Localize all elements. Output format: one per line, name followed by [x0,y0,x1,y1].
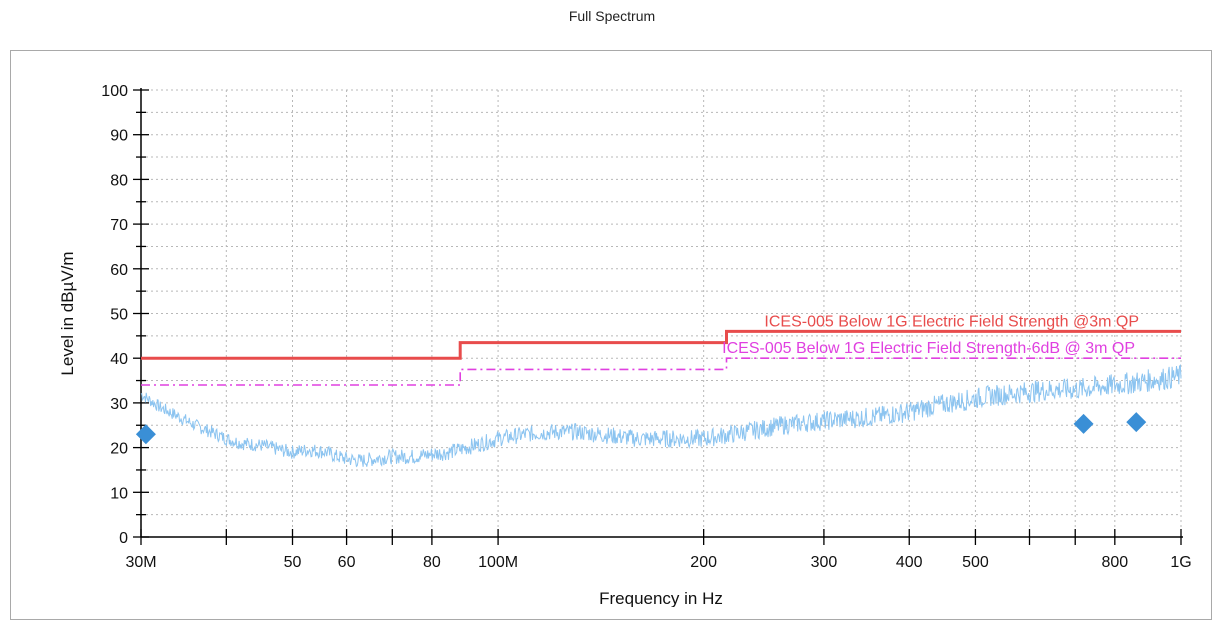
trace-line [140,364,1182,468]
y-axis-title: Level in dBµV/m [58,251,77,375]
x-tick-label: 30M [125,554,156,571]
axes: 0 10 20 30 40 50 60 70 80 90 100 30M 50 60 80 100M 200 30… [101,83,1191,571]
y-tick-label: 100 [101,83,128,100]
peak-markers [135,412,1147,445]
chart-title: Full Spectrum [568,8,656,24]
x-tick-label: 400 [896,554,923,571]
limit-line-label: ICES-005 Below 1G Electric Field Strengt… [764,313,1139,330]
peak-marker [135,424,156,445]
spectrum-chart: 0 10 20 30 40 50 60 70 80 90 100 30M 50 60 80 100M 200 30… [58,83,1192,607]
y-tick-label: 80 [110,172,128,189]
measurement-trace [140,364,1182,468]
x-tick-label: 1G [1170,554,1191,571]
y-tick-label: 60 [110,262,128,279]
y-tick-label: 70 [110,217,128,234]
limit-line-qp [141,329,1181,360]
y-tick-label: 40 [110,351,128,368]
x-tick-label: 80 [423,554,441,571]
y-tick-label: 0 [119,530,128,547]
peak-marker [1073,413,1094,434]
limit-line-qp-6db [141,357,1181,386]
x-tick-label: 500 [962,554,989,571]
limit-lines: ICES-005 Below 1G Electric Field Strengt… [141,313,1181,386]
y-tick-label: 90 [110,128,128,145]
y-tick-label: 50 [110,307,128,324]
x-tick-label: 200 [690,554,717,571]
peak-marker [1126,412,1147,433]
x-axis-title: Frequency in Hz [599,589,723,607]
x-tick-label: 60 [338,554,356,571]
x-tick-label: 800 [1101,554,1128,571]
limit-line-label: ICES-005 Below 1G Electric Field Strengt… [722,340,1135,357]
y-tick-label: 30 [110,396,128,413]
chart-frame: 0 10 20 30 40 50 60 70 80 90 100 30M 50 60 80 100M 200 30… [10,50,1212,620]
y-tick-label: 20 [110,441,128,458]
x-tick-label: 300 [811,554,838,571]
y-tick-label: 10 [110,485,128,502]
x-tick-label: 50 [284,554,302,571]
x-tick-label: 100M [478,554,518,571]
